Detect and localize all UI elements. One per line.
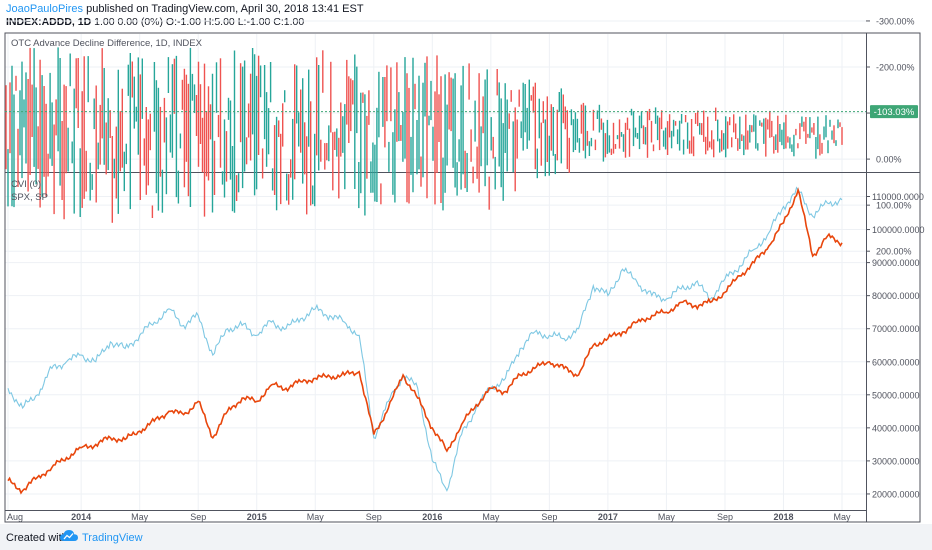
- time-axis-label: 2017: [598, 512, 618, 522]
- publish-line: JoaoPauloPires published on TradingView.…: [6, 3, 364, 15]
- bottom-price-axis[interactable]: 110000.0000 100000.0000 90000.0000 80000.00…: [866, 192, 925, 499]
- tradingview-brand[interactable]: TradingView: [82, 532, 143, 544]
- author-link[interactable]: JoaoPauloPires: [6, 3, 84, 15]
- time-axis-label: 2015: [247, 512, 267, 522]
- time-axis-label: 2018: [773, 512, 793, 522]
- adv-decline-candles: [5, 47, 843, 223]
- time-axis-label: Sep: [717, 512, 733, 522]
- footer-bar: Created with TradingView: [0, 524, 932, 550]
- top-axis-label: 100.00%: [876, 201, 912, 211]
- time-axis-label: 2014: [71, 512, 91, 522]
- time-axis-label: Sep: [366, 512, 382, 522]
- publish-info: published on TradingView.com, April 30, …: [86, 3, 364, 15]
- time-axis-label: Sep: [541, 512, 557, 522]
- bottom-axis-label: 40000.0000: [872, 423, 920, 433]
- time-axis-label: May: [833, 512, 851, 522]
- time-axis-label: May: [307, 512, 325, 522]
- top-axis-label: 0.00%: [876, 155, 902, 165]
- bottom-axis-label: 30000.0000: [872, 456, 920, 466]
- cvi-series-line: [7, 187, 843, 495]
- bottom-axis-label: 60000.0000: [872, 357, 920, 367]
- spx-series-line: [7, 186, 843, 492]
- bottom-axis-label: 90000.0000: [872, 258, 920, 268]
- ohlc-values: 1.00 0.00 (0%) O:-1.00 H:5.00 L:-1.00 C:…: [94, 16, 305, 28]
- bottom-axis-label: 110000.0000: [872, 192, 924, 202]
- top-axis-label: -200.00%: [876, 63, 915, 73]
- top-pane-title: OTC Advance Decline Difference, 1D, INDE…: [11, 38, 203, 49]
- time-axis-label: May: [131, 512, 149, 522]
- top-price-axis[interactable]: -300.00%-200.00%-100.00%0.00%100.00%200.…: [866, 16, 915, 257]
- chart-canvas[interactable]: -300.00%-200.00%-100.00%0.00%100.00%200.…: [0, 0, 932, 524]
- symbol-line: INDEX:ADDD, 1D 1.00 0.00 (0%) O:-1.00 H:…: [6, 16, 304, 28]
- bottom-axis-label: 70000.0000: [872, 324, 920, 334]
- symbol-label: INDEX:ADDD, 1D: [6, 16, 92, 28]
- time-axis-label: May: [482, 512, 500, 522]
- last-value-badge-bg: [870, 105, 918, 119]
- time-axis-label: Aug: [7, 512, 23, 522]
- top-axis-label: -300.00%: [876, 16, 915, 26]
- last-value-badge-text: -103.03%: [874, 107, 915, 118]
- plot-frame: [4, 32, 921, 523]
- time-axis[interactable]: Aug 2014 May Sep 2015 May Sep 2016 May Sep 2017 May…: [7, 512, 851, 522]
- last-value-badge: -103.03%: [870, 105, 918, 119]
- time-axis-label: May: [658, 512, 676, 522]
- bottom-axis-label: 20000.0000: [872, 489, 920, 499]
- legend-cvi: CVI (0): [11, 179, 41, 190]
- created-with-text: Created with: [6, 532, 68, 544]
- time-axis-label: 2016: [422, 512, 442, 522]
- bottom-axis-label: 80000.0000: [872, 291, 920, 301]
- top-axis-label: 200.00%: [876, 247, 912, 257]
- bottom-axis-label: 50000.0000: [872, 390, 920, 400]
- chart-header: JoaoPauloPires published on TradingView.…: [0, 0, 932, 30]
- tradingview-cloud-icon: [60, 530, 78, 541]
- time-axis-label: Sep: [190, 512, 206, 522]
- legend-spx: SPX, SP: [11, 192, 48, 203]
- bottom-axis-label: 100000.0000: [872, 225, 925, 235]
